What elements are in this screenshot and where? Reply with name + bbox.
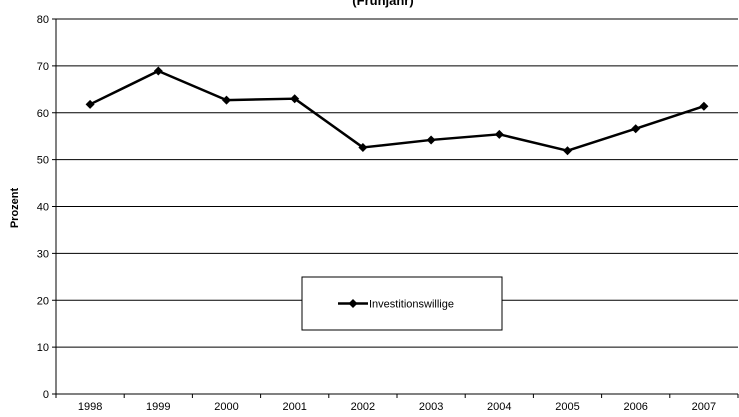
data-point — [153, 66, 163, 76]
axes — [52, 18, 739, 398]
x-tick-label: 2004 — [487, 401, 511, 413]
legend-marker — [348, 299, 358, 308]
x-tick-label: 1998 — [78, 401, 102, 413]
chart-title: (Frühjahr) — [352, 0, 413, 8]
x-tick-label: 2002 — [351, 401, 375, 413]
data-point — [358, 142, 368, 152]
y-tick-labels: 0 10 20 30 40 50 60 70 80 — [37, 14, 49, 401]
legend-label: Investitionswillige — [369, 299, 454, 311]
y-tick-label: 80 — [37, 14, 49, 26]
x-tick-label: 2001 — [282, 401, 306, 413]
data-point — [631, 124, 641, 134]
y-tick-label: 0 — [43, 389, 49, 401]
legend-box — [301, 276, 503, 331]
y-tick-label: 20 — [37, 295, 49, 307]
x-tick-label: 1999 — [146, 401, 170, 413]
data-point — [426, 135, 436, 145]
x-tick-label: 2003 — [419, 401, 443, 413]
y-tick-label: 10 — [37, 342, 49, 354]
data-point — [494, 129, 504, 139]
x-tick-label: 2000 — [214, 401, 238, 413]
data-point — [563, 146, 572, 156]
legend: Investitionswillige — [301, 276, 503, 331]
data-point — [222, 95, 231, 105]
y-axis-label: Prozent — [9, 187, 21, 228]
y-tick-label: 70 — [37, 61, 49, 73]
x-tick-label: 2007 — [692, 401, 716, 413]
y-tick-label: 50 — [37, 155, 49, 167]
x-tick-label: 2006 — [623, 401, 647, 413]
data-point — [699, 101, 709, 111]
y-tick-label: 40 — [37, 202, 49, 214]
series-line — [89, 69, 705, 152]
y-tick-label: 60 — [37, 108, 49, 120]
data-point — [290, 94, 300, 104]
gridlines — [56, 18, 738, 348]
series-group — [85, 66, 709, 156]
y-tick-label: 30 — [37, 248, 49, 260]
x-tick-labels: 1998 1999 2000 2001 2002 2003 2004 2005 2006 2007 — [78, 401, 716, 413]
x-tick-label: 2005 — [555, 401, 579, 413]
data-point — [85, 99, 95, 109]
